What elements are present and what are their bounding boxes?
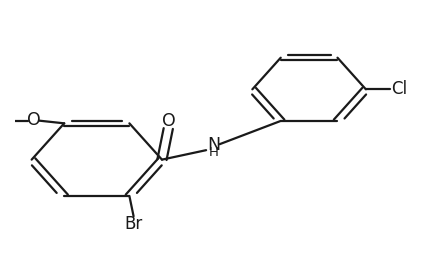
Text: Br: Br [124,215,143,233]
Text: H: H [209,146,219,159]
Text: O: O [162,112,176,130]
Text: O: O [27,111,40,129]
Text: methoxy: methoxy [0,120,6,121]
Text: Cl: Cl [392,80,407,98]
Text: N: N [207,136,220,154]
